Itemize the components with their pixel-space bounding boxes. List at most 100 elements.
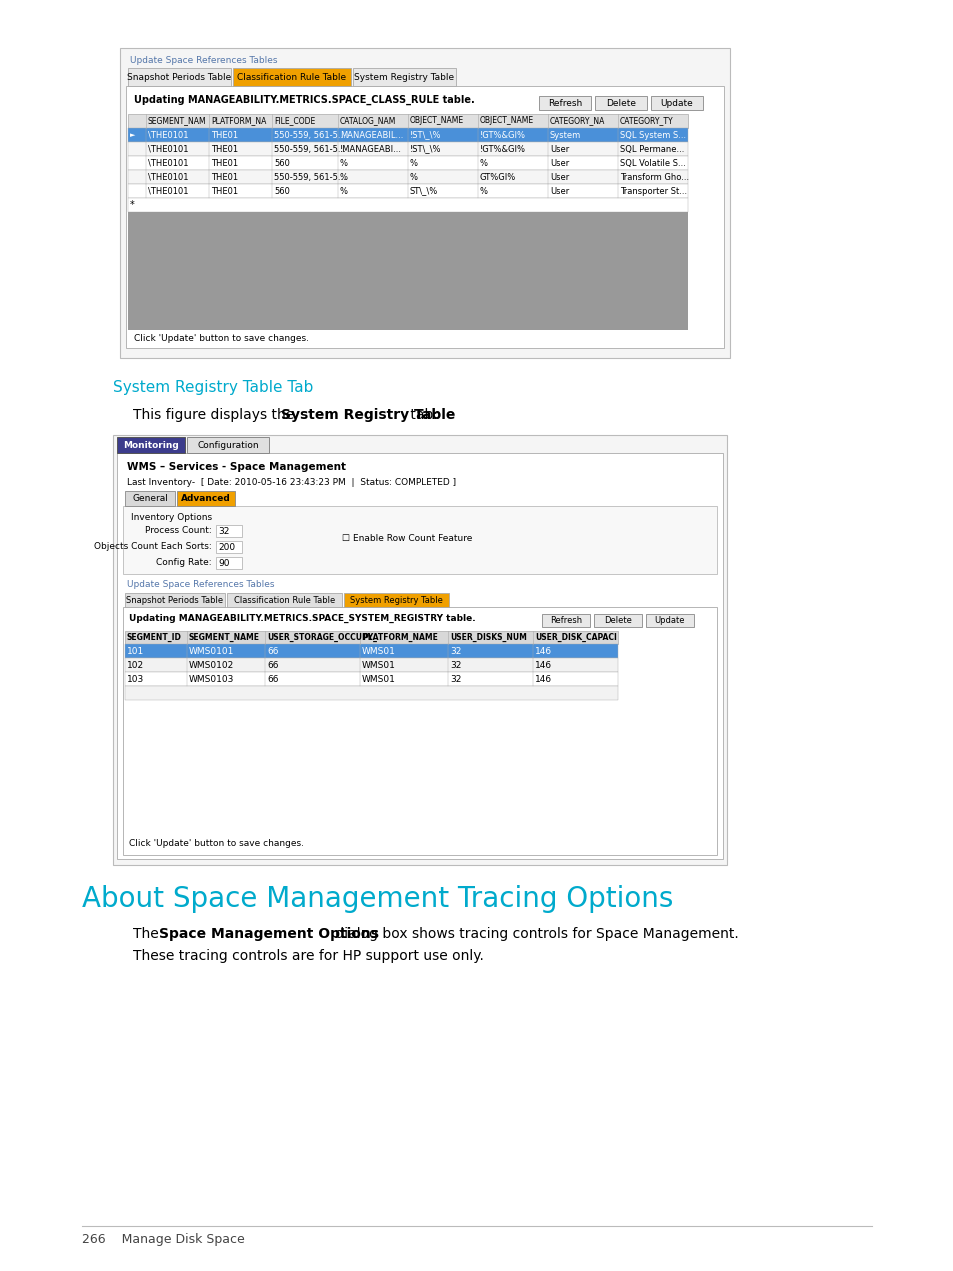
Text: PLATFORM_NAME: PLATFORM_NAME <box>361 633 437 642</box>
Bar <box>128 184 687 198</box>
Text: 32: 32 <box>450 647 461 656</box>
Text: 32: 32 <box>218 526 229 535</box>
Text: Process Count:: Process Count: <box>145 526 212 535</box>
Text: SEGMENT_NAME: SEGMENT_NAME <box>189 633 260 642</box>
Text: Updating MANAGEABILITY.METRICS.SPACE_SYSTEM_REGISTRY table.: Updating MANAGEABILITY.METRICS.SPACE_SYS… <box>129 614 476 623</box>
Text: 550-559, 561-5...: 550-559, 561-5... <box>274 173 345 182</box>
Text: CATALOG_NAM: CATALOG_NAM <box>339 116 395 125</box>
Text: 146: 146 <box>535 661 552 670</box>
Bar <box>595 97 646 111</box>
Text: General: General <box>132 494 168 503</box>
Text: 66: 66 <box>267 675 278 684</box>
Bar <box>538 97 590 111</box>
Text: 550-559, 561-5...: 550-559, 561-5... <box>274 131 345 140</box>
Text: Update: Update <box>659 98 693 108</box>
Text: SQL Permane...: SQL Permane... <box>619 145 683 154</box>
Text: 90: 90 <box>218 558 230 567</box>
Bar <box>215 557 242 569</box>
Text: THE01: THE01 <box>211 173 238 182</box>
Text: %: % <box>410 159 417 168</box>
Text: Refresh: Refresh <box>549 615 581 624</box>
Text: 146: 146 <box>535 647 552 656</box>
Text: %: % <box>410 173 417 182</box>
Text: !GT%&GI%: !GT%&GI% <box>479 131 525 140</box>
Text: User: User <box>550 173 569 182</box>
Bar <box>215 541 242 553</box>
Text: CATEGORY_NA: CATEGORY_NA <box>550 116 605 125</box>
Text: Updating MANAGEABILITY.METRICS.SPACE_CLASS_RULE table.: Updating MANAGEABILITY.METRICS.SPACE_CLA… <box>133 95 475 105</box>
Text: \THE0101: \THE0101 <box>148 145 189 154</box>
Text: ST\_\%: ST\_\% <box>410 187 437 196</box>
Bar <box>128 156 687 170</box>
Text: Click 'Update' button to save changes.: Click 'Update' button to save changes. <box>129 839 304 848</box>
Text: 32: 32 <box>450 661 461 670</box>
Text: SEGMENT_ID: SEGMENT_ID <box>127 633 182 642</box>
Text: WMS01: WMS01 <box>361 647 395 656</box>
Text: User: User <box>550 145 569 154</box>
Text: Update Space References Tables: Update Space References Tables <box>130 56 277 65</box>
Text: The: The <box>132 927 163 941</box>
Text: THE01: THE01 <box>211 159 238 168</box>
Text: !ST\_\%: !ST\_\% <box>410 145 441 154</box>
Text: WMS0102: WMS0102 <box>189 661 234 670</box>
Text: Refresh: Refresh <box>547 98 581 108</box>
Text: SQL Volatile S...: SQL Volatile S... <box>619 159 685 168</box>
Text: Update Space References Tables: Update Space References Tables <box>127 580 274 588</box>
Bar <box>125 672 618 686</box>
Text: 102: 102 <box>127 661 144 670</box>
Text: SEGMENT_NAM: SEGMENT_NAM <box>148 116 207 125</box>
Text: Last Inventory-  [ Date: 2010-05-16 23:43:23 PM  |  Status: COMPLETED ]: Last Inventory- [ Date: 2010-05-16 23:43… <box>127 478 456 487</box>
Bar <box>123 608 717 855</box>
Text: ☐ Enable Row Count Feature: ☐ Enable Row Count Feature <box>341 534 472 543</box>
Bar <box>117 452 722 859</box>
Bar <box>541 614 589 627</box>
Bar <box>128 198 687 212</box>
Bar <box>128 69 231 86</box>
Text: Update: Update <box>654 615 684 624</box>
Bar <box>112 435 726 866</box>
Text: GT%GI%: GT%GI% <box>479 173 516 182</box>
Text: %: % <box>479 159 488 168</box>
Text: System Registry Table: System Registry Table <box>350 596 442 605</box>
Bar <box>233 69 351 86</box>
Text: Configuration: Configuration <box>197 441 258 450</box>
Text: System: System <box>550 131 580 140</box>
Text: This figure displays the: This figure displays the <box>132 408 298 422</box>
Text: 103: 103 <box>127 675 144 684</box>
Bar <box>128 128 687 142</box>
Text: Monitoring: Monitoring <box>123 441 178 450</box>
Text: Transporter St...: Transporter St... <box>619 187 686 196</box>
Text: USER_DISKS_NUM: USER_DISKS_NUM <box>450 633 526 642</box>
Text: Transform Gho...: Transform Gho... <box>619 173 688 182</box>
Text: *: * <box>130 200 134 210</box>
Text: 200: 200 <box>218 543 234 552</box>
Bar <box>215 525 242 538</box>
Text: Classification Rule Table: Classification Rule Table <box>233 596 335 605</box>
Bar <box>125 658 618 672</box>
Bar <box>125 686 618 700</box>
Text: %: % <box>339 173 348 182</box>
Text: Click 'Update' button to save changes.: Click 'Update' button to save changes. <box>133 334 309 343</box>
Text: WMS0103: WMS0103 <box>189 675 234 684</box>
Text: !MANAGEABI...: !MANAGEABI... <box>339 145 401 154</box>
Text: !GT%&GI%: !GT%&GI% <box>479 145 525 154</box>
Text: !ST\_\%: !ST\_\% <box>410 131 441 140</box>
Bar <box>128 212 687 330</box>
Bar <box>227 594 341 608</box>
Text: System Registry Table: System Registry Table <box>355 72 454 81</box>
Text: Delete: Delete <box>603 615 631 624</box>
Text: ►: ► <box>130 132 135 139</box>
Text: MANAGEABIL...: MANAGEABIL... <box>339 131 403 140</box>
Text: OBJECT_NAME: OBJECT_NAME <box>410 116 464 125</box>
Text: 560: 560 <box>274 187 290 196</box>
Text: CATEGORY_TY: CATEGORY_TY <box>619 116 673 125</box>
Bar <box>125 594 225 608</box>
Text: Snapshot Periods Table: Snapshot Periods Table <box>128 72 232 81</box>
Text: 560: 560 <box>274 159 290 168</box>
Text: 101: 101 <box>127 647 144 656</box>
Text: WMS – Services - Space Management: WMS – Services - Space Management <box>127 461 346 472</box>
Text: 32: 32 <box>450 675 461 684</box>
Text: Advanced: Advanced <box>181 494 231 503</box>
Bar <box>128 142 687 156</box>
Text: \THE0101: \THE0101 <box>148 173 189 182</box>
